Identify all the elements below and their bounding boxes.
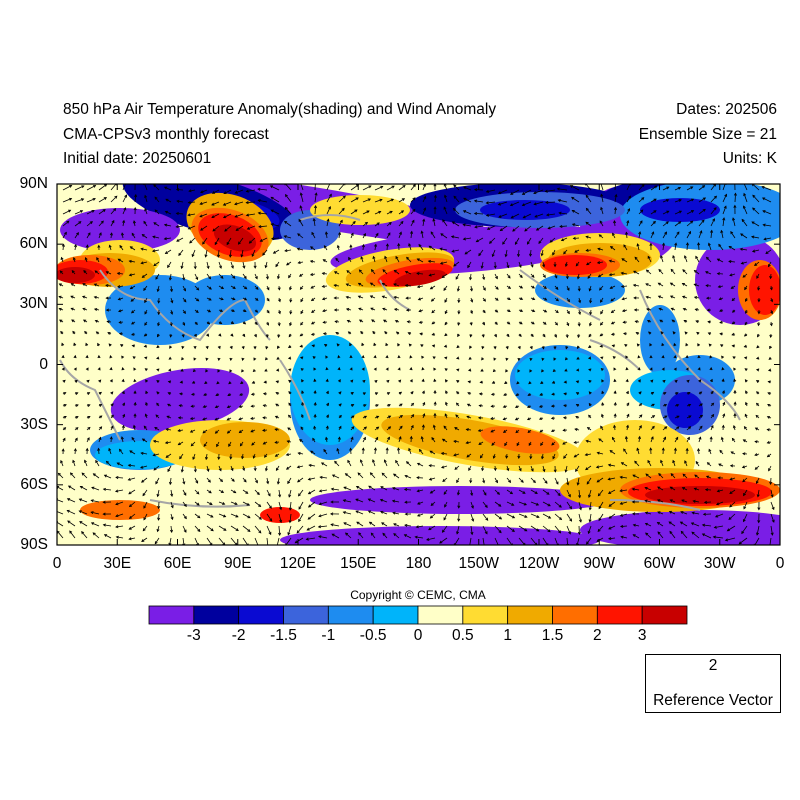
lon-label: 120W <box>518 555 560 572</box>
lat-label: 90N <box>19 175 48 192</box>
colorbar-label: -1 <box>321 627 336 644</box>
lon-label: 90E <box>223 555 252 572</box>
lon-label: 0 <box>775 555 785 572</box>
colorbar-label: -2 <box>231 627 246 644</box>
colorbar-swatch <box>283 605 329 625</box>
lat-label: 30S <box>20 415 48 433</box>
colorbar-swatch <box>596 605 643 625</box>
colorbar-label: -3 <box>186 627 201 644</box>
copyright: Copyright © CEMC, CMA <box>350 588 486 602</box>
lon-label: 90W <box>583 555 616 572</box>
colorbar-label: 0.5 <box>452 627 474 644</box>
temperature-shading <box>57 184 780 545</box>
model-name: CMA-CPSv3 monthly forecast <box>63 126 269 143</box>
colorbar-swatch <box>148 605 195 625</box>
lon-label: 150W <box>458 555 500 572</box>
lon-label: 120E <box>279 555 317 572</box>
lat-label: 30N <box>19 295 48 313</box>
forecast-dates: Dates: 202506 <box>676 101 777 118</box>
reference-magnitude: 2 <box>708 657 718 674</box>
reference-vector-box: 2 Reference Vector <box>645 654 781 713</box>
colorbar-swatch <box>641 605 688 625</box>
colorbar-swatch <box>417 605 464 625</box>
colorbar-label: 1 <box>503 627 512 644</box>
colorbar-swatch <box>238 605 284 625</box>
colorbar-label: 0 <box>413 627 423 644</box>
lon-label: 60W <box>643 555 676 572</box>
reference-label: Reference Vector <box>653 692 773 709</box>
colorbar <box>148 605 688 625</box>
lon-label: 30E <box>103 555 132 572</box>
units: Units: K <box>722 150 777 167</box>
lat-label: 60N <box>19 235 48 253</box>
map-title: 850 hPa Air Temperature Anomaly(shading)… <box>63 101 497 118</box>
lon-label: 0 <box>52 555 62 572</box>
lat-label: 0 <box>39 355 48 373</box>
colorbar-swatch <box>552 605 598 625</box>
colorbar-label: 1.5 <box>541 627 564 644</box>
coastlines <box>59 214 741 511</box>
lon-label: 30W <box>703 555 736 572</box>
lon-label: 150E <box>340 555 377 572</box>
lon-label: 180 <box>405 555 432 572</box>
colorbar-swatch <box>193 605 240 625</box>
initial-date: Initial date: 20250601 <box>63 150 212 167</box>
colorbar-swatch <box>507 605 553 625</box>
colorbar-label: 3 <box>637 627 647 644</box>
lat-label: 60S <box>20 475 48 493</box>
colorbar-swatch <box>462 605 509 625</box>
colorbar-swatch <box>327 605 374 625</box>
lat-label: 90S <box>20 536 48 553</box>
colorbar-label: 2 <box>593 627 602 644</box>
lon-label: 60E <box>163 555 192 572</box>
colorbar-label: -1.5 <box>270 627 297 644</box>
ensemble-size: Ensemble Size = 21 <box>638 126 777 143</box>
colorbar-label: -0.5 <box>359 627 387 644</box>
colorbar-swatch <box>372 605 419 625</box>
